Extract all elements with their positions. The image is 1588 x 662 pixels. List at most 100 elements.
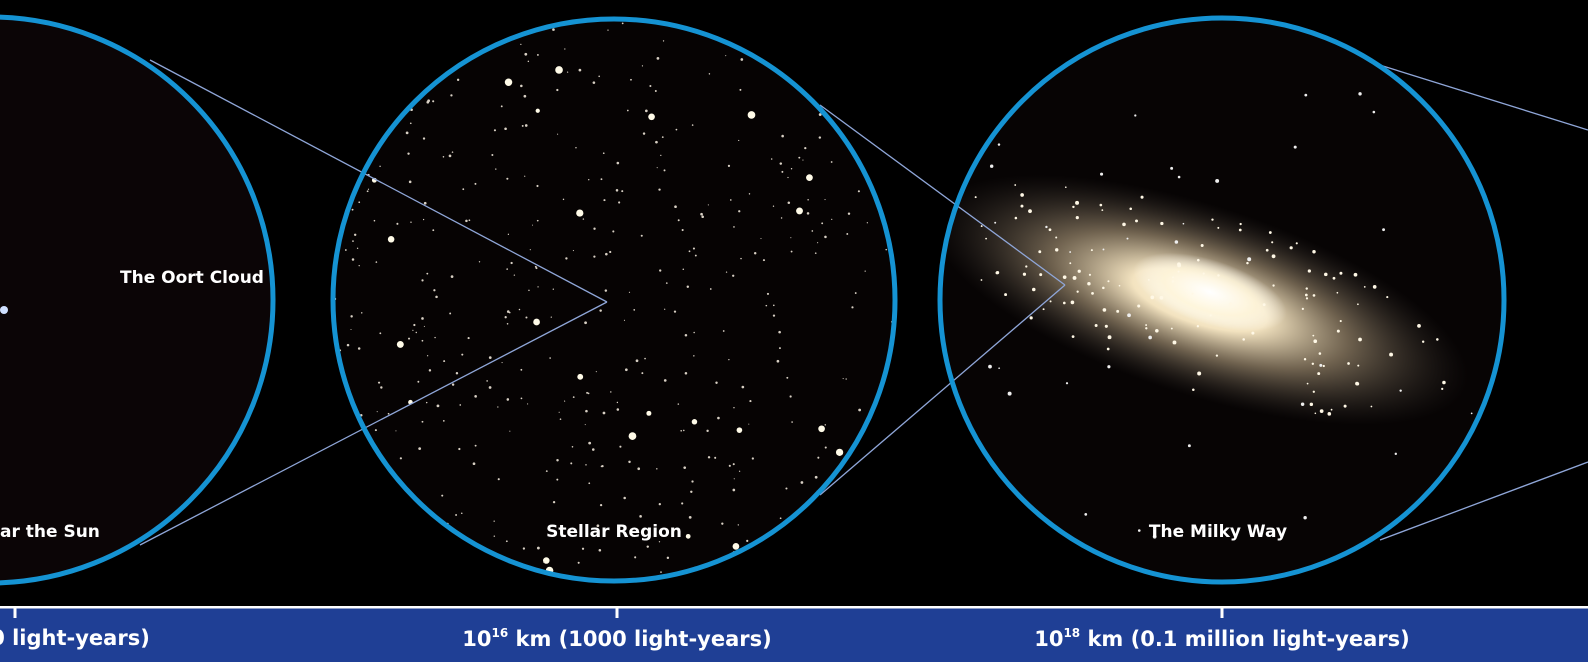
star xyxy=(499,35,500,36)
star xyxy=(372,492,374,494)
star xyxy=(1078,270,1081,273)
star xyxy=(592,449,594,451)
star xyxy=(396,223,398,225)
star xyxy=(1075,201,1079,205)
star xyxy=(380,543,387,550)
star xyxy=(505,316,507,318)
star xyxy=(681,502,683,504)
star xyxy=(627,110,629,112)
star xyxy=(1436,338,1439,341)
star xyxy=(1347,362,1350,365)
star xyxy=(778,571,779,572)
star xyxy=(733,407,734,408)
star xyxy=(536,185,538,187)
star xyxy=(483,562,485,564)
star xyxy=(360,138,362,140)
star xyxy=(1107,348,1110,351)
star xyxy=(449,312,451,314)
star xyxy=(603,412,606,415)
star xyxy=(842,125,844,127)
star xyxy=(1242,338,1245,341)
star xyxy=(1191,293,1193,295)
star xyxy=(423,219,424,220)
star xyxy=(607,30,608,31)
star xyxy=(525,317,527,319)
star xyxy=(423,137,425,139)
star xyxy=(1371,406,1373,408)
star xyxy=(865,271,866,272)
star xyxy=(686,534,691,539)
star xyxy=(817,242,818,243)
star xyxy=(664,379,667,382)
star xyxy=(339,452,341,454)
panel-label: The Oort Cloud xyxy=(120,268,264,288)
star xyxy=(376,261,378,263)
star xyxy=(656,468,657,469)
star xyxy=(786,377,788,379)
scale-text: 0 light-years) xyxy=(0,626,150,650)
star xyxy=(1045,226,1047,228)
star xyxy=(385,504,387,506)
star xyxy=(474,38,476,40)
star xyxy=(519,309,521,311)
star xyxy=(1442,381,1446,385)
scale-exponent: 16 xyxy=(492,626,509,640)
star xyxy=(489,386,492,389)
star xyxy=(570,462,572,464)
star xyxy=(1296,242,1298,244)
star xyxy=(1305,294,1308,297)
star xyxy=(506,268,508,270)
star xyxy=(598,76,600,78)
star xyxy=(643,132,645,134)
star xyxy=(689,516,692,519)
star xyxy=(693,247,695,249)
star xyxy=(645,110,648,113)
star xyxy=(764,572,766,574)
star xyxy=(698,20,700,22)
star xyxy=(728,165,730,167)
star xyxy=(622,23,624,25)
star xyxy=(708,204,709,205)
star xyxy=(1091,249,1093,251)
star xyxy=(368,189,369,190)
star xyxy=(763,259,765,261)
star xyxy=(864,154,871,161)
star xyxy=(990,164,993,167)
star xyxy=(434,337,435,338)
star xyxy=(410,561,413,564)
star xyxy=(660,571,662,573)
star xyxy=(623,497,626,500)
star xyxy=(358,523,360,525)
star xyxy=(530,249,531,250)
star xyxy=(509,431,510,432)
star xyxy=(740,58,743,61)
star xyxy=(781,217,782,218)
star xyxy=(882,165,884,167)
star xyxy=(532,225,533,226)
star xyxy=(537,54,539,56)
star xyxy=(332,419,334,421)
star xyxy=(1251,332,1254,335)
star xyxy=(601,465,603,467)
star xyxy=(1239,229,1242,232)
star xyxy=(553,501,555,503)
scale-label: 1018 km (0.1 million light-years) xyxy=(1034,626,1410,651)
star xyxy=(748,111,756,119)
star xyxy=(505,79,512,86)
star xyxy=(593,81,596,84)
star xyxy=(858,190,860,192)
star xyxy=(721,523,723,525)
star xyxy=(576,209,583,216)
star xyxy=(418,507,420,509)
star xyxy=(824,236,827,239)
star xyxy=(848,212,850,214)
star xyxy=(497,406,498,407)
star xyxy=(588,392,590,394)
star xyxy=(533,319,540,326)
star xyxy=(1216,354,1218,356)
star xyxy=(369,489,371,491)
star xyxy=(520,85,523,88)
star xyxy=(831,496,834,499)
star xyxy=(1089,274,1091,276)
star xyxy=(646,411,651,416)
